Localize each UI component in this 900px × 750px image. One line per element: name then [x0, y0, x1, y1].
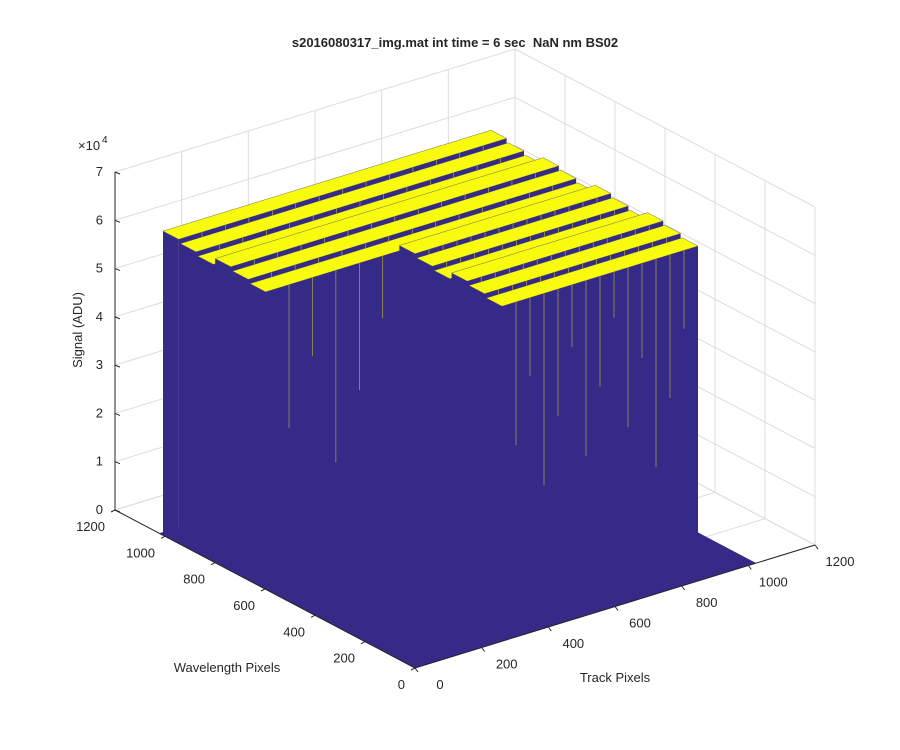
z-tick-label: 2	[96, 405, 103, 420]
surface-side	[163, 231, 179, 544]
z-tick	[114, 461, 121, 465]
y-tick	[410, 667, 416, 671]
y-tick-label: 1000	[126, 545, 155, 560]
x-tick-label: 200	[496, 657, 518, 672]
z-tick-label: 6	[96, 212, 103, 227]
z-exponent: 4	[102, 135, 108, 146]
x-tick	[681, 585, 686, 591]
grid-line	[514, 48, 816, 208]
x-tick	[814, 544, 819, 550]
y-tick	[210, 562, 216, 566]
x-tick	[481, 647, 486, 652]
x-tick-label: 1000	[759, 575, 788, 590]
z-tick-label: 7	[96, 164, 103, 179]
surface-side	[486, 298, 502, 604]
y-axis-label: Wavelength Pixels	[174, 660, 281, 675]
z-tick	[114, 171, 121, 175]
z-tick-label: 1	[96, 454, 103, 469]
x-axis-label: Track Pixels	[580, 670, 651, 685]
z-tick	[114, 412, 121, 416]
surface-top	[214, 157, 560, 268]
x-tick-label: 1200	[826, 554, 855, 569]
surface-top	[485, 237, 699, 307]
z-tick	[114, 509, 121, 513]
y-tick-label: 600	[233, 598, 255, 613]
surface-side	[469, 285, 485, 595]
z-tick	[114, 219, 121, 223]
z-tick-label: 5	[96, 261, 103, 276]
x-tick-label: 400	[562, 636, 584, 651]
y-tick-label: 400	[283, 624, 305, 639]
axes: 0200400600800100012000200400600800100012…	[76, 164, 854, 692]
chart-title: s2016080317_img.mat int time = 6 sec NaN…	[292, 35, 618, 50]
z-tick	[114, 364, 121, 368]
surface-side	[451, 272, 468, 586]
y-tick-label: 800	[183, 572, 205, 587]
y-tick-label: 200	[333, 651, 355, 666]
surface-side	[434, 270, 450, 577]
surface-top	[416, 197, 629, 267]
z-axis-label: Signal (ADU)	[70, 292, 85, 368]
surface-front	[502, 246, 698, 604]
z-tick	[114, 316, 121, 320]
z-exponent-base: ×10	[78, 138, 100, 153]
z-tick-label: 0	[96, 502, 103, 517]
y-tick-label: 0	[398, 677, 405, 692]
y-tick	[260, 588, 266, 592]
grid-line	[114, 48, 516, 173]
x-tick-label: 600	[629, 616, 651, 631]
z-tick-label: 3	[96, 357, 103, 372]
y-tick	[360, 641, 366, 645]
x-tick	[414, 667, 419, 673]
z-tick-label: 4	[96, 309, 103, 324]
surface-side	[250, 283, 266, 590]
x-tick-label: 800	[696, 595, 718, 610]
surface-top	[451, 212, 664, 282]
y-tick	[160, 535, 166, 539]
y-tick	[310, 614, 316, 618]
surface-side	[232, 271, 249, 581]
surface-side	[215, 258, 231, 571]
surface-top	[468, 225, 682, 294]
surface-side	[399, 245, 415, 558]
z-tick	[114, 268, 121, 272]
y-tick	[110, 509, 116, 513]
x-tick	[747, 565, 752, 570]
grid-line	[514, 96, 816, 256]
surface-side	[197, 256, 214, 562]
y-tick-label: 1200	[76, 519, 105, 534]
x-tick-label: 0	[436, 677, 443, 692]
surface	[159, 130, 757, 668]
x-tick	[547, 626, 552, 632]
surface-top	[179, 142, 525, 253]
grid-line	[514, 145, 816, 305]
surface-side	[416, 258, 433, 568]
grid-line	[114, 96, 516, 221]
surface-side	[180, 243, 196, 553]
surface-top	[232, 170, 577, 280]
surface-top	[398, 184, 612, 254]
x-tick	[614, 606, 619, 611]
surface-top	[162, 130, 508, 240]
